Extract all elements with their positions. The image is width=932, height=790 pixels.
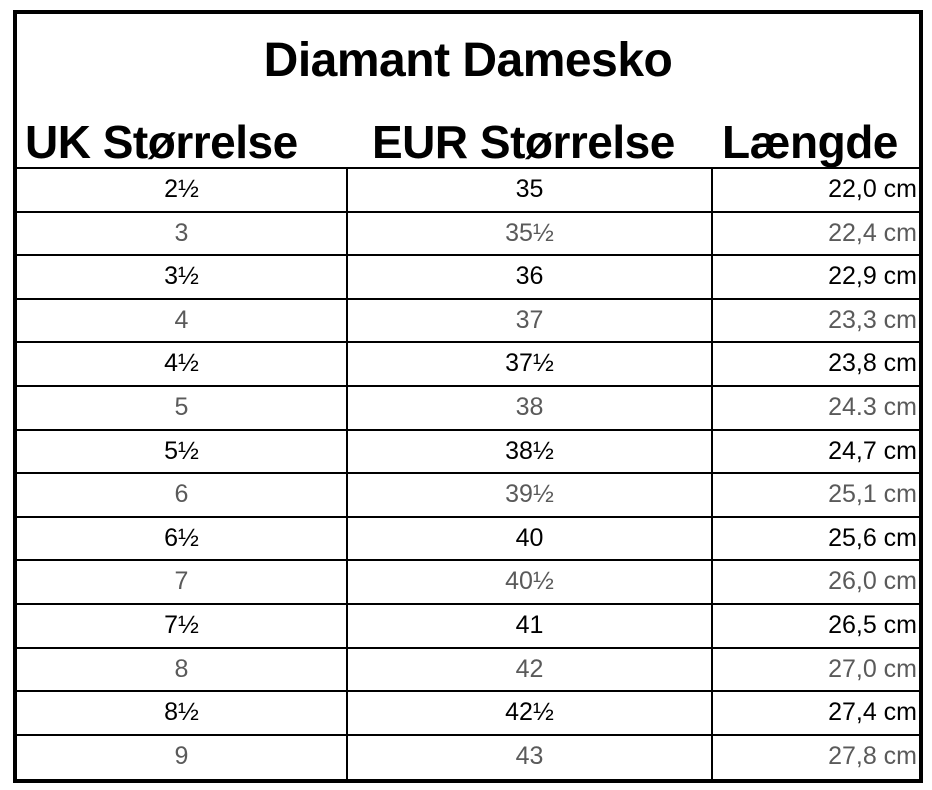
size-grid: 2½ 35 22,0 cm 3 35½ 22,4 cm 3½ 36 22,9 c… — [17, 167, 919, 780]
table-row: 9 43 27,8 cm — [17, 735, 919, 780]
column-header-eur-size: EUR Størrelse — [372, 116, 675, 168]
table-row: 7 40½ 26,0 cm — [17, 561, 919, 605]
table-row: 3½ 36 22,9 cm — [17, 256, 919, 300]
table-title: Diamant Damesko — [263, 34, 673, 87]
eur-size-cell: 36 — [348, 256, 713, 298]
length-cell: 23,8 cm — [828, 349, 917, 378]
table-row: 5½ 38½ 24,7 cm — [17, 430, 919, 475]
length-cell: 26,0 cm — [828, 567, 917, 596]
length-cell: 24,7 cm — [828, 436, 917, 465]
column-header-length: Længde — [722, 116, 898, 168]
eur-size-cell: 43 — [348, 735, 713, 780]
uk-size-cell: 8 — [17, 648, 348, 691]
table-row: 2½ 35 22,0 cm — [17, 169, 919, 213]
uk-size-cell: 3½ — [17, 256, 348, 298]
eur-size-cell: 37 — [348, 299, 713, 342]
length-cell: 22,9 cm — [828, 262, 917, 291]
uk-size-cell: 5½ — [17, 430, 348, 473]
length-cell: 25,6 cm — [828, 523, 917, 552]
length-cell: 22,0 cm — [828, 175, 917, 203]
table-row: 3 35½ 22,4 cm — [17, 212, 919, 257]
uk-size-cell: 3 — [17, 212, 348, 255]
eur-size-cell: 42½ — [348, 692, 713, 734]
length-cell: 22,4 cm — [828, 218, 917, 247]
eur-size-cell: 41 — [348, 604, 713, 647]
eur-size-cell: 35 — [348, 169, 713, 211]
uk-size-cell: 9 — [17, 735, 348, 780]
uk-size-cell: 5 — [17, 386, 348, 429]
eur-size-cell: 38 — [348, 386, 713, 429]
eur-size-cell: 40 — [348, 517, 713, 560]
eur-size-cell: 42 — [348, 648, 713, 691]
uk-size-cell: 8½ — [17, 692, 348, 734]
eur-size-cell: 40½ — [348, 561, 713, 603]
table-row: 6 39½ 25,1 cm — [17, 474, 919, 518]
size-chart-table: Diamant Damesko UK Størrelse EUR Størrel… — [13, 10, 923, 783]
table-row: 6½ 40 25,6 cm — [17, 517, 919, 562]
table-row: 8 42 27,0 cm — [17, 648, 919, 693]
eur-size-cell: 38½ — [348, 430, 713, 473]
table-row: 4 37 23,3 cm — [17, 299, 919, 344]
table-row: 8½ 42½ 27,4 cm — [17, 692, 919, 736]
length-cell: 26,5 cm — [828, 610, 917, 639]
uk-size-cell: 2½ — [17, 169, 348, 211]
table-row: 5 38 24.3 cm — [17, 386, 919, 431]
uk-size-cell: 4 — [17, 299, 348, 342]
eur-size-cell: 35½ — [348, 212, 713, 255]
uk-size-cell: 6½ — [17, 517, 348, 560]
length-cell: 24.3 cm — [828, 392, 917, 421]
length-cell: 27,8 cm — [828, 741, 917, 770]
uk-size-cell: 7½ — [17, 604, 348, 647]
length-cell: 27,4 cm — [828, 698, 917, 727]
uk-size-cell: 4½ — [17, 343, 348, 385]
eur-size-cell: 37½ — [348, 343, 713, 385]
uk-size-cell: 6 — [17, 474, 348, 516]
column-header-uk-size: UK Størrelse — [25, 116, 298, 168]
eur-size-cell: 39½ — [348, 474, 713, 516]
table-row: 4½ 37½ 23,8 cm — [17, 343, 919, 387]
length-cell: 25,1 cm — [828, 480, 917, 509]
table-row: 7½ 41 26,5 cm — [17, 604, 919, 649]
length-cell: 27,0 cm — [828, 654, 917, 683]
uk-size-cell: 7 — [17, 561, 348, 603]
length-cell: 23,3 cm — [828, 305, 917, 334]
